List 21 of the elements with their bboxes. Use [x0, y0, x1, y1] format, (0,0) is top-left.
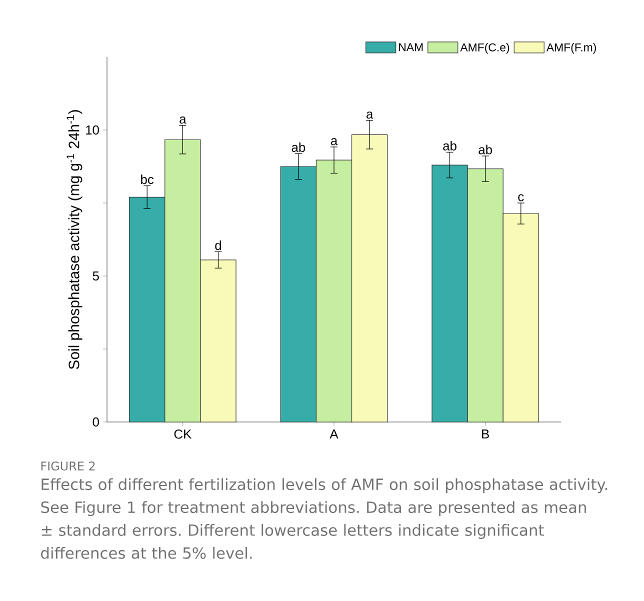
data-label: ab	[478, 144, 492, 154]
data-label: a	[366, 112, 374, 119]
x-tick-label: A	[330, 430, 338, 438]
data-label: c	[518, 194, 524, 202]
data-label: bc	[141, 174, 154, 184]
y-tick-label: 5	[92, 271, 99, 281]
y-axis-title: Soil phosphatase activity (mg g$^{-1}$ 24h$^{-1}$)	[66, 110, 82, 370]
caption: FIGURE 2	[41, 461, 95, 471]
legend-label: AMF(F.m)	[546, 43, 596, 54]
legend-label: NAM	[399, 43, 423, 52]
x-tick-label: B	[482, 430, 489, 438]
data-label: d	[215, 240, 222, 250]
legend-label: AMF(C.e)	[460, 43, 510, 54]
y-tick-label: 0	[92, 417, 99, 427]
data-label: ab	[292, 142, 306, 152]
text: Effects of different fertilization levels of AMF on soil phosphatase activity. See Figure 1 for treatment abbreviations. Data are presented as mean ± standard errors. Different lowercase letters indicate significant differences at the 5% level.	[41, 478, 607, 559]
y-tick-label: 10	[86, 125, 99, 135]
data-label: a	[180, 116, 186, 124]
x-tick-label: CK	[174, 430, 192, 439]
data-label: ab	[443, 140, 456, 150]
data-label: a	[330, 138, 338, 146]
